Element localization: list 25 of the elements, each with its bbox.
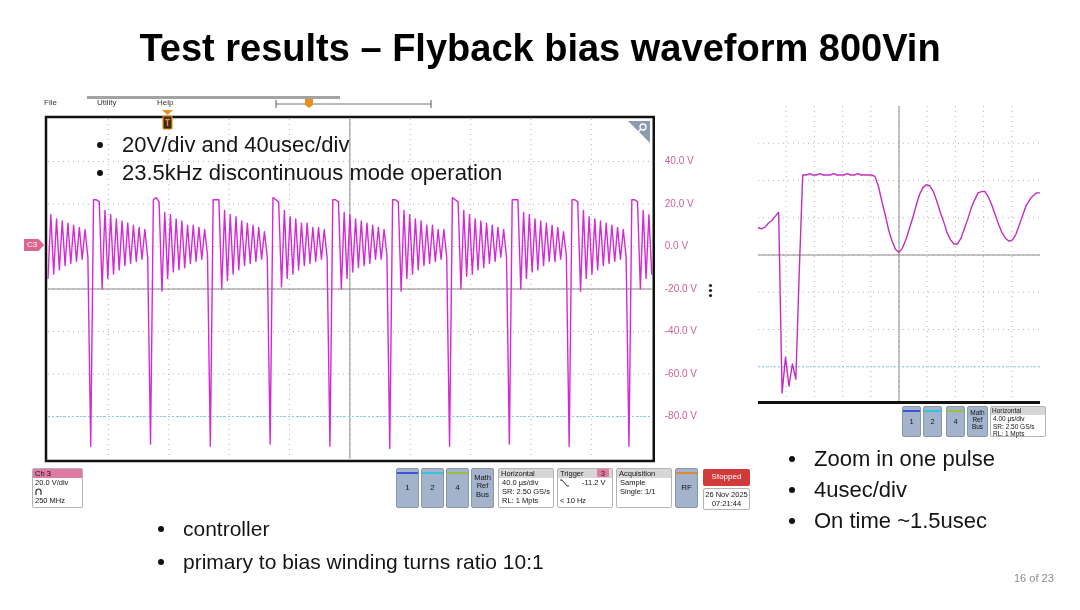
y-tick-label: 20.0 V — [664, 197, 694, 209]
y-tick-label: -80.0 V — [664, 410, 698, 422]
text: 4 — [455, 483, 460, 493]
text: C3 — [24, 239, 45, 251]
text: On time ~1.5usec — [814, 508, 988, 534]
chart-title: Test results – Flyback bias waveform 800Vin — [139, 27, 941, 71]
text: primary to bias winding turns ratio 10:1 — [183, 550, 544, 574]
text: File — [44, 98, 57, 108]
text: 2 — [430, 483, 435, 493]
annotation: 20V/div and 40usec/div — [122, 132, 350, 158]
y-tick-label: 0.0 V — [664, 240, 689, 252]
text: 4usec/div — [814, 477, 907, 503]
text: Help — [157, 98, 174, 108]
y-tick-label: -20.0 V — [664, 282, 698, 294]
text: 1 — [405, 483, 410, 493]
y-tick-label: -40.0 V — [664, 325, 698, 337]
text: Zoom in one pulse — [814, 446, 995, 472]
text: Utility — [97, 98, 117, 108]
text: 16 of 23 — [1014, 572, 1054, 585]
y-tick-label: 40.0 V — [664, 155, 694, 167]
annotation: 23.5kHz discontinuous mode operation — [122, 160, 503, 186]
text: Stopped — [711, 472, 742, 482]
text: controller — [183, 517, 270, 541]
y-tick-label: -60.0 V — [664, 367, 698, 379]
text: RF — [681, 483, 692, 493]
